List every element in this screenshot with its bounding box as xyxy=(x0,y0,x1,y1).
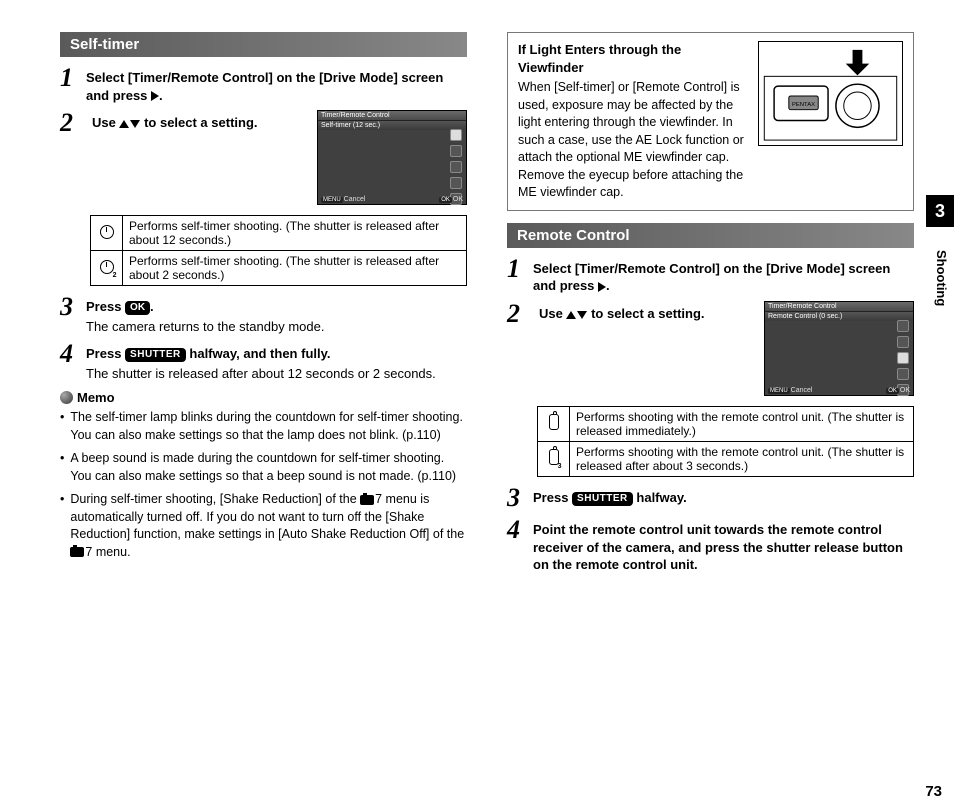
step3a: Press xyxy=(86,299,125,314)
step4b: halfway, and then fully. xyxy=(186,346,331,361)
step-number: 1 xyxy=(507,256,529,282)
memo-heading: Memo xyxy=(60,390,467,405)
shutter-key-icon: SHUTTER xyxy=(572,492,633,506)
table-cell: Performs self-timer shooting. (The shutt… xyxy=(123,251,467,286)
lcd-title: Timer/Remote Control xyxy=(318,111,466,121)
left-column: Self-timer 1 Select [Timer/Remote Contro… xyxy=(60,32,467,790)
lcd-screenshot-remote: Timer/Remote Control Remote Control (0 s… xyxy=(764,301,914,396)
memo-list: The self-timer lamp blinks during the co… xyxy=(60,409,467,561)
selftimer-options-table: Performs self-timer shooting. (The shutt… xyxy=(90,215,467,286)
table-cell: Performs shooting with the remote contro… xyxy=(570,441,914,476)
table-row: Performs shooting with the remote contro… xyxy=(538,406,914,441)
viewfinder-note: If Light Enters through the Viewfinder W… xyxy=(507,32,914,211)
step-number: 3 xyxy=(60,294,82,320)
step-number: 2 xyxy=(60,110,82,136)
right-arrow-icon xyxy=(598,282,606,292)
selftimer-step-2: 2 Use to select a setting. Timer/Remote … xyxy=(60,110,467,205)
selftimer-step-3: 3 Press OK. The camera returns to the st… xyxy=(60,294,467,335)
table-row: Performs self-timer shooting. (The shutt… xyxy=(91,251,467,286)
right-column: If Light Enters through the Viewfinder W… xyxy=(507,32,914,790)
table-row: Performs shooting with the remote contro… xyxy=(538,441,914,476)
lcd-subtitle: Remote Control (0 sec.) xyxy=(765,312,913,321)
step1-text: Select [Timer/Remote Control] on the [Dr… xyxy=(86,70,443,103)
step2b: to select a setting. xyxy=(140,115,257,130)
memo-label: Memo xyxy=(77,390,115,405)
remote-step-1: 1 Select [Timer/Remote Control] on the [… xyxy=(507,256,914,295)
remote-step-4: 4 Point the remote control unit towards … xyxy=(507,517,914,574)
lcd-cancel: Cancel xyxy=(791,387,813,394)
step-number: 2 xyxy=(507,301,529,327)
memo-item: During self-timer shooting, [Shake Reduc… xyxy=(60,491,467,561)
remote-3s-icon xyxy=(549,449,559,465)
lcd-ok: OK xyxy=(453,196,463,203)
step-number: 1 xyxy=(60,65,82,91)
memo-icon xyxy=(60,391,73,404)
step4a: Press xyxy=(86,346,125,361)
step3b: . xyxy=(150,299,154,314)
memo-text: A beep sound is made during the countdow… xyxy=(70,450,467,485)
remote-0s-icon xyxy=(549,414,559,430)
lcd-screenshot-selftimer: Timer/Remote Control Self-timer (12 sec.… xyxy=(317,110,467,205)
shutter-key-icon: SHUTTER xyxy=(125,348,186,362)
memo-item: The self-timer lamp blinks during the co… xyxy=(60,409,467,444)
step4-sub: The shutter is released after about 12 s… xyxy=(86,365,467,383)
timer-2s-icon xyxy=(100,260,114,274)
memo-text: During self-timer shooting, [Shake Reduc… xyxy=(70,491,467,561)
step-number: 4 xyxy=(60,341,82,367)
rstep1-text: Select [Timer/Remote Control] on the [Dr… xyxy=(533,261,890,294)
timer-12s-icon xyxy=(100,225,114,239)
memo-text: The self-timer lamp blinks during the co… xyxy=(70,409,467,444)
lcd-subtitle: Self-timer (12 sec.) xyxy=(318,121,466,130)
step-number: 3 xyxy=(507,485,529,511)
chapter-label: Shooting xyxy=(934,250,949,306)
table-cell: Performs shooting with the remote contro… xyxy=(570,406,914,441)
selftimer-step-4: 4 Press SHUTTER halfway, and then fully.… xyxy=(60,341,467,382)
lcd-ok: OK xyxy=(900,387,910,394)
table-row: Performs self-timer shooting. (The shutt… xyxy=(91,216,467,251)
step3-sub: The camera returns to the standby mode. xyxy=(86,318,467,336)
right-arrow-icon xyxy=(151,91,159,101)
up-down-arrow-icon xyxy=(119,120,140,128)
rstep3b: halfway. xyxy=(633,490,687,505)
memo-item: A beep sound is made during the countdow… xyxy=(60,450,467,485)
rstep2a: Use xyxy=(539,306,566,321)
selftimer-step-1: 1 Select [Timer/Remote Control] on the [… xyxy=(60,65,467,104)
lcd-cancel: Cancel xyxy=(344,196,366,203)
table-cell: Performs self-timer shooting. (The shutt… xyxy=(123,216,467,251)
viewfinder-illustration: PENTAX xyxy=(758,41,903,146)
up-down-arrow-icon xyxy=(566,311,587,319)
ok-key-icon: OK xyxy=(125,301,150,315)
rstep2b: to select a setting. xyxy=(587,306,704,321)
note-title: If Light Enters through the Viewfinder xyxy=(518,41,748,77)
remote-options-table: Performs shooting with the remote contro… xyxy=(537,406,914,477)
remote-step-3: 3 Press SHUTTER halfway. xyxy=(507,485,914,511)
note-body: When [Self-timer] or [Remote Control] is… xyxy=(518,79,748,202)
rstep3a: Press xyxy=(533,490,572,505)
selftimer-header: Self-timer xyxy=(60,32,467,57)
remote-header: Remote Control xyxy=(507,223,914,248)
svg-text:PENTAX: PENTAX xyxy=(792,102,815,108)
step1-end: . xyxy=(159,88,163,103)
step2a: Use xyxy=(92,115,119,130)
page-number: 73 xyxy=(925,783,942,800)
step-number: 4 xyxy=(507,517,529,543)
rstep4: Point the remote control unit towards th… xyxy=(533,522,903,572)
rstep1-end: . xyxy=(606,278,610,293)
lcd-title: Timer/Remote Control xyxy=(765,302,913,312)
chapter-tab: 3 xyxy=(926,195,954,227)
remote-step-2: 2 Use to select a setting. Timer/Remote … xyxy=(507,301,914,396)
